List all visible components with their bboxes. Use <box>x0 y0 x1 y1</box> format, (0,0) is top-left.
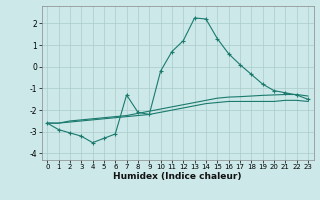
X-axis label: Humidex (Indice chaleur): Humidex (Indice chaleur) <box>113 172 242 181</box>
